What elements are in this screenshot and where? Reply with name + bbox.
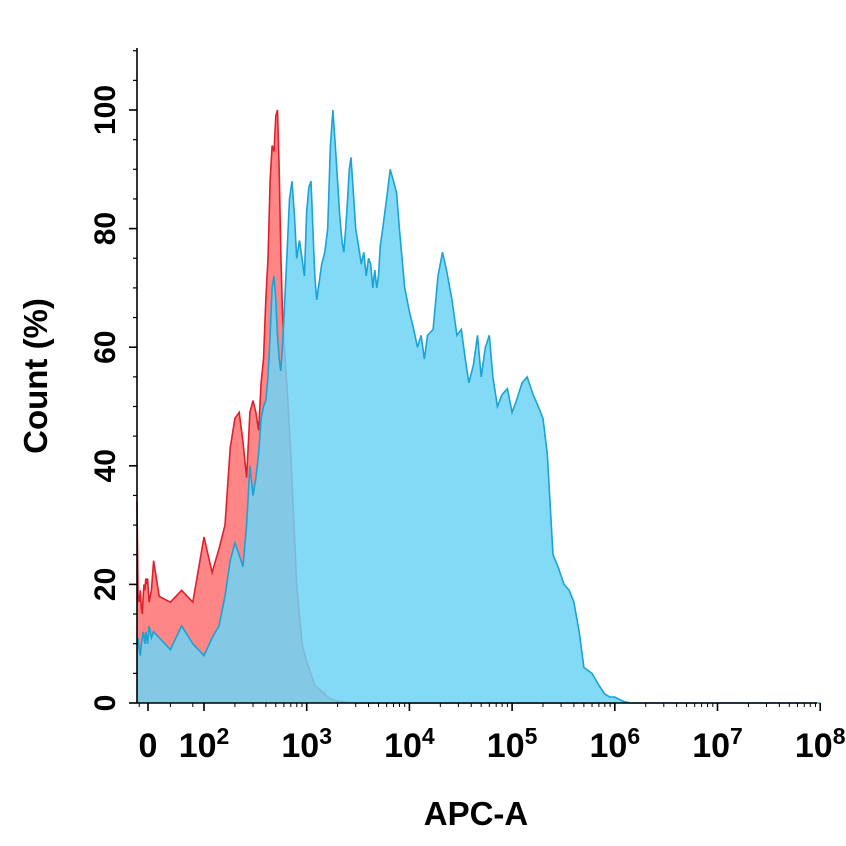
x-tick-label: 103 [281, 723, 332, 765]
ticks-layer: 0 20 40 60 80 100 0 102 103 104 105 106 107 108 [89, 50, 846, 765]
series-layer [136, 109, 821, 704]
axes-layer [136, 48, 817, 704]
x-tick-label: 105 [487, 723, 538, 765]
x-tick-label: 106 [589, 723, 640, 765]
y-tick-label: 0 [89, 695, 122, 712]
y-tick-label: 80 [89, 212, 122, 245]
labels-layer: APC-A Count (%) [17, 298, 528, 832]
x-tick-label: 104 [384, 723, 435, 765]
x-tick-label: 108 [795, 723, 846, 765]
x-tick-label: 107 [692, 723, 743, 765]
x-tick-label: 0 [139, 727, 158, 765]
series-2-line [136, 109, 821, 704]
x-tick-label: 102 [179, 723, 230, 765]
y-tick-label: 20 [89, 568, 122, 601]
y-axis-title: Count (%) [17, 298, 54, 454]
series-2-area [137, 110, 821, 703]
y-tick-label: 40 [89, 449, 122, 482]
y-tick-label: 100 [89, 85, 122, 135]
x-axis-title: APC-A [424, 795, 529, 832]
y-tick-label: 60 [89, 331, 122, 364]
